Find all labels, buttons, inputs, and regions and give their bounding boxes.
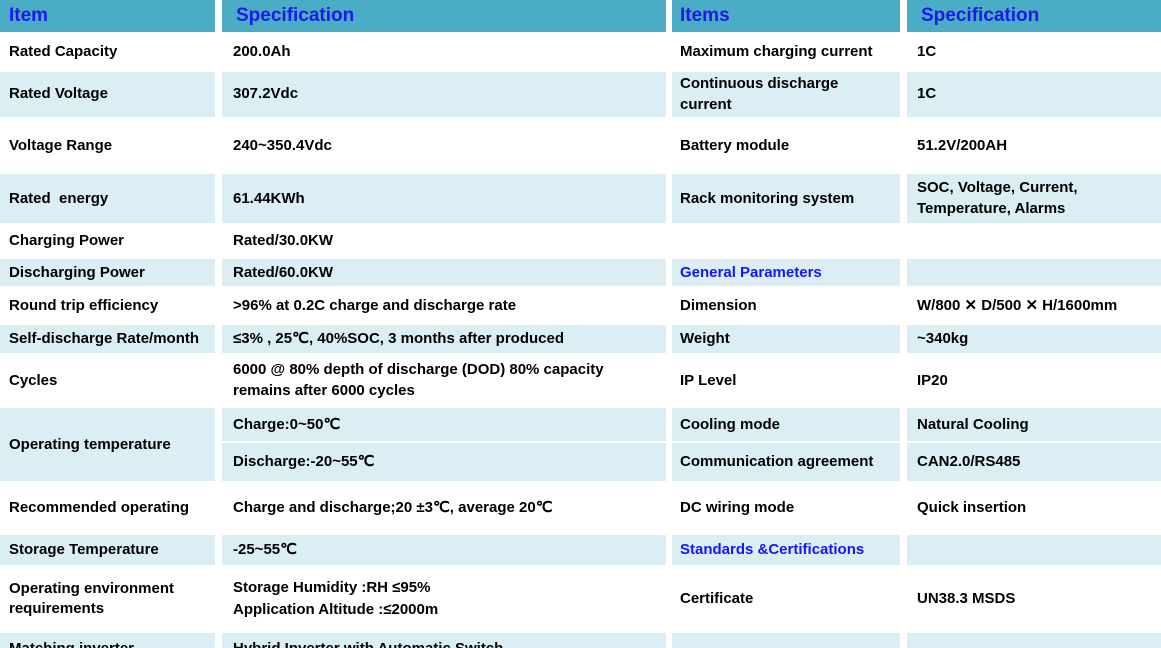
spec-cell: 307.2Vdc	[222, 72, 672, 120]
item-cell: Certificate	[672, 567, 907, 634]
item-cell: Communication agreement	[672, 443, 907, 484]
spec-cell: 200.0Ah	[222, 34, 672, 72]
empty-cell	[907, 259, 1161, 289]
spec-cell: Charge:0~50℃	[222, 408, 672, 444]
row-operating-environment: Operating environment requirements Stora…	[0, 567, 1161, 634]
item-cell: Recommended operating	[0, 483, 222, 536]
row-voltage-range: Voltage Range 240~350.4Vdc Battery modul…	[0, 119, 1161, 175]
empty-cell	[907, 225, 1161, 260]
section-header-general-parameters: General Parameters	[672, 259, 907, 289]
spec-cell: 240~350.4Vdc	[222, 119, 672, 175]
spec-line-altitude: Application Altitude :≤2000m	[233, 601, 439, 619]
item-cell: Maximum charging current	[672, 34, 907, 72]
header-items: Items	[672, 0, 907, 34]
empty-cell	[672, 633, 907, 648]
spec-cell: Rated/30.0KW	[222, 225, 672, 260]
item-cell: Rated Capacity	[0, 34, 222, 72]
spec-cell: Discharge:-20~55℃	[222, 443, 672, 484]
row-self-discharge-rate: Self-discharge Rate/month ≤3% , 25℃, 40%…	[0, 325, 1161, 356]
item-cell: Rack monitoring system	[672, 174, 907, 226]
item-cell: Rated Voltage	[0, 72, 222, 120]
spec-cell: >96% at 0.2C charge and discharge rate	[222, 288, 672, 326]
item-cell: IP Level	[672, 355, 907, 409]
spec-cell: Rated/60.0KW	[222, 259, 672, 289]
item-cell: Dimension	[672, 288, 907, 326]
item-cell: Rated energy	[0, 174, 222, 226]
empty-cell	[672, 225, 907, 260]
item-cell: Continuous discharge current	[672, 72, 907, 120]
spec-cell: 61.44KWh	[222, 174, 672, 226]
row-storage-temperature: Storage Temperature -25~55℃ Standards &C…	[0, 535, 1161, 568]
item-cell: Cycles	[0, 355, 222, 409]
spec-cell: Hybrid Inverter with Automatic Switch	[222, 633, 672, 648]
section-header-standards-certifications: Standards &Certifications	[672, 535, 907, 568]
table-header-row: Item Specification Items Specification	[0, 0, 1161, 34]
item-cell: Weight	[672, 325, 907, 356]
spec-cell: Charge and discharge;20 ±3℃, average 20℃	[222, 483, 672, 536]
header-item: Item	[0, 0, 222, 34]
spec-cell: IP20	[907, 355, 1161, 409]
item-cell: Charging Power	[0, 225, 222, 260]
item-cell: DC wiring mode	[672, 483, 907, 536]
row-cycles: Cycles 6000 @ 80% depth of discharge (DO…	[0, 355, 1161, 409]
row-operating-temperature-discharge: Discharge:-20~55℃ Communication agreemen…	[0, 443, 1161, 484]
spec-cell: ≤3% , 25℃, 40%SOC, 3 months after produc…	[222, 325, 672, 356]
item-cell: Discharging Power	[0, 259, 222, 289]
item-cell: Matching inverter	[0, 633, 222, 648]
item-cell: Voltage Range	[0, 119, 222, 175]
spec-cell: SOC, Voltage, Current, Temperature, Alar…	[907, 174, 1161, 226]
item-cell: Storage Temperature	[0, 535, 222, 568]
spec-cell: CAN2.0/RS485	[907, 443, 1161, 484]
spec-cell: Storage Humidity :RH ≤95% Application Al…	[222, 567, 672, 634]
item-cell: Cooling mode	[672, 408, 907, 444]
empty-cell	[907, 633, 1161, 648]
header-specification: Specification	[222, 0, 672, 34]
empty-cell	[907, 535, 1161, 568]
row-discharging-power: Discharging Power Rated/60.0KW General P…	[0, 259, 1161, 289]
row-round-trip-efficiency: Round trip efficiency >96% at 0.2C charg…	[0, 288, 1161, 326]
spec-line-humidity: Storage Humidity :RH ≤95%	[233, 578, 431, 596]
row-rated-energy: Rated energy 61.44KWh Rack monitoring sy…	[0, 174, 1161, 226]
row-operating-temperature-charge: Operating temperature Charge:0~50℃ Cooli…	[0, 408, 1161, 484]
row-recommended-operating: Recommended operating Charge and dischar…	[0, 483, 1161, 536]
row-rated-capacity: Rated Capacity 200.0Ah Maximum charging …	[0, 34, 1161, 72]
spec-cell: -25~55℃	[222, 535, 672, 568]
item-cell: Operating temperature	[0, 408, 222, 484]
item-cell: Round trip efficiency	[0, 288, 222, 326]
row-matching-inverter: Matching inverter Hybrid Inverter with A…	[0, 633, 1161, 648]
item-cell: Self-discharge Rate/month	[0, 325, 222, 356]
spec-cell: UN38.3 MSDS	[907, 567, 1161, 634]
row-charging-power: Charging Power Rated/30.0KW	[0, 225, 1161, 260]
spec-cell: W/800 ✕ D/500 ✕ H/1600mm	[907, 288, 1161, 326]
spec-cell: 1C	[907, 72, 1161, 120]
item-cell: Operating environment requirements	[0, 567, 222, 634]
row-rated-voltage: Rated Voltage 307.2Vdc Continuous discha…	[0, 72, 1161, 120]
spec-cell: 1C	[907, 34, 1161, 72]
header-specification-2: Specification	[907, 0, 1161, 34]
item-cell: Battery module	[672, 119, 907, 175]
spec-cell: 51.2V/200AH	[907, 119, 1161, 175]
spec-cell: ~340kg	[907, 325, 1161, 356]
spec-cell: 6000 @ 80% depth of discharge (DOD) 80% …	[222, 355, 672, 409]
spec-cell: Quick insertion	[907, 483, 1161, 536]
spec-cell: Natural Cooling	[907, 408, 1161, 444]
